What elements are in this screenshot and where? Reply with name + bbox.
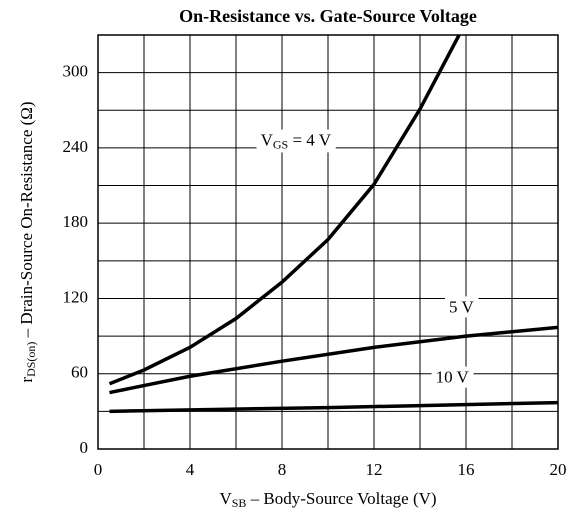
series-label: 10 V	[436, 368, 470, 387]
y-tick-label: 60	[71, 363, 88, 382]
label-bg	[256, 129, 336, 153]
series-line	[108, 34, 461, 386]
label-part: V	[261, 131, 274, 150]
subscript: SB	[232, 496, 247, 510]
chart-title: On-Resistance vs. Gate-Source Voltage	[179, 6, 477, 26]
series-line	[109, 325, 558, 395]
series-label: 5 V	[449, 297, 474, 316]
label-part: = 4 V	[288, 131, 332, 150]
label-bg	[445, 296, 479, 318]
y-tick-label: 180	[63, 212, 89, 231]
series-label: VGS = 4 V	[261, 131, 332, 152]
label-part: 5 V	[449, 297, 474, 316]
series-label-group: 10 V	[431, 366, 474, 388]
series-line	[109, 400, 558, 414]
label-part: V	[219, 489, 232, 508]
series-label-group: 5 V	[445, 296, 479, 318]
y-tick-label: 0	[80, 438, 89, 457]
label-part: – Body-Source Voltage (V)	[246, 489, 436, 508]
subscript: DS(on)	[24, 342, 38, 377]
label-part: – Drain-Source On-Resistance (Ω)	[17, 101, 36, 341]
x-tick-label: 12	[366, 460, 383, 479]
series-label-group: VGS = 4 V	[256, 129, 336, 153]
x-axis-label: VSB – Body-Source Voltage (V)	[219, 489, 436, 510]
label-part: r	[17, 377, 36, 383]
y-axis-label: rDS(on) – Drain-Source On-Resistance (Ω)	[17, 101, 38, 382]
y-tick-label: 240	[63, 137, 89, 156]
x-tick-label: 4	[186, 460, 195, 479]
y-tick-label: 120	[63, 287, 89, 306]
x-tick-label: 8	[278, 460, 287, 479]
x-tick-label: 20	[550, 460, 567, 479]
x-tick-label: 16	[458, 460, 475, 479]
label-bg	[431, 366, 474, 388]
subscript: GS	[273, 137, 288, 151]
label-part: 10 V	[436, 368, 470, 387]
y-tick-label: 300	[63, 62, 89, 81]
plot-frame	[97, 34, 559, 450]
x-tick-label: 0	[94, 460, 103, 479]
